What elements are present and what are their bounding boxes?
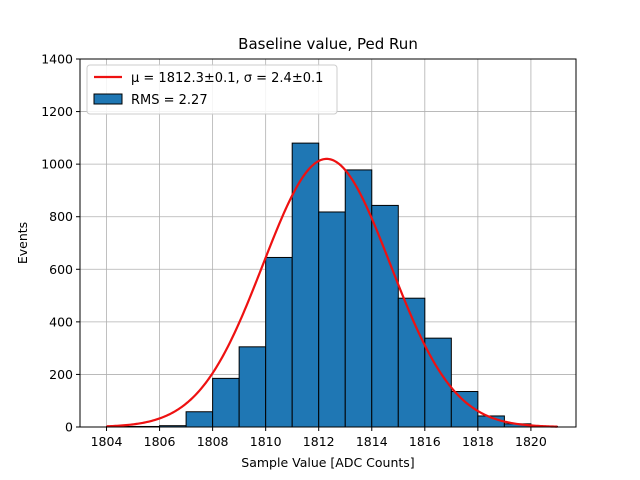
x-tick-label: 1804 [91,434,123,449]
histogram-bar [238,346,267,428]
y-tick-label: 0 [65,420,73,435]
legend-hist-swatch [93,93,123,105]
y-tick-label: 400 [49,314,73,329]
histogram-bar [265,256,293,428]
histogram-bar [185,411,214,428]
y-tick-label: 200 [49,367,73,382]
x-tick-label: 1806 [144,434,176,449]
plot-frame [79,58,577,428]
fit-curve [106,157,558,428]
x-tick-label: 1814 [356,434,388,449]
x-tick-label: 1816 [409,434,441,449]
x-tick-label: 1810 [250,434,282,449]
chart-title: Baseline value, Ped Run [238,35,418,53]
y-tick-label: 1200 [41,104,73,119]
histogram-bar [212,377,240,428]
legend: μ = 1812.3±0.1, σ = 2.4±0.1 RMS = 2.27 [86,64,338,115]
x-tick-label: 1812 [303,434,335,449]
histogram-bar [318,211,346,428]
histogram-bars [106,142,558,428]
x-tick-label: 1820 [515,434,547,449]
histogram-bar [371,204,399,428]
y-tick-label: 800 [49,209,73,224]
legend-hist-label: RMS = 2.27 [131,93,208,108]
y-tick-label: 1000 [41,157,73,172]
histogram-bar [291,142,320,428]
x-axis-label: Sample Value [ADC Counts] [241,455,414,470]
y-axis-label: Events [15,222,30,264]
y-tick-label: 1400 [41,52,73,67]
y-tick-label: 600 [49,262,73,277]
y-axis-ticks: 0 200 400 600 800 1000 1200 1400 [41,52,80,435]
legend-box [86,64,338,115]
legend-fit-label: μ = 1812.3±0.1, σ = 2.4±0.1 [131,71,323,86]
x-tick-label: 1808 [197,434,229,449]
x-axis-ticks: 1804 1806 1808 1810 1812 1814 1816 1818 1820 [91,427,547,449]
x-tick-label: 1818 [462,434,494,449]
